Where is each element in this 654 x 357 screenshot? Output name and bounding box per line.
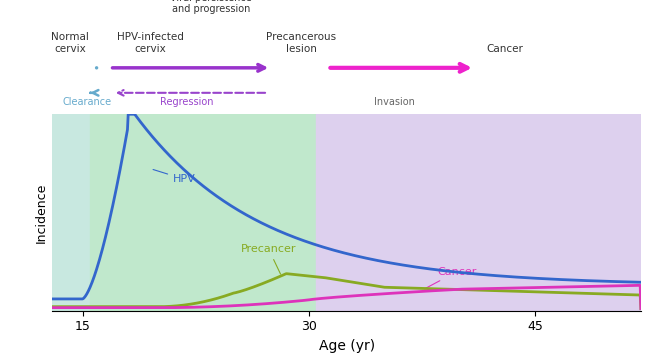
Text: Cancer: Cancer — [487, 44, 523, 54]
Bar — [90, 114, 317, 311]
Text: Regression: Regression — [160, 97, 214, 107]
Y-axis label: Incidence: Incidence — [35, 182, 48, 243]
Text: Clearance: Clearance — [62, 97, 111, 107]
Text: Invasion: Invasion — [374, 97, 415, 107]
Bar — [52, 114, 90, 311]
Bar — [317, 114, 641, 311]
Text: HPV: HPV — [153, 170, 196, 184]
Text: HPV-infected
cervix: HPV-infected cervix — [117, 32, 184, 54]
Text: Precancer: Precancer — [241, 244, 296, 274]
Text: Cancer: Cancer — [424, 267, 477, 289]
Text: Viral persistence
and progression: Viral persistence and progression — [170, 0, 252, 14]
X-axis label: Age (yr): Age (yr) — [318, 339, 375, 353]
Text: Normal
cervix: Normal cervix — [52, 32, 90, 54]
Text: Precancerous
lesion: Precancerous lesion — [266, 32, 336, 54]
